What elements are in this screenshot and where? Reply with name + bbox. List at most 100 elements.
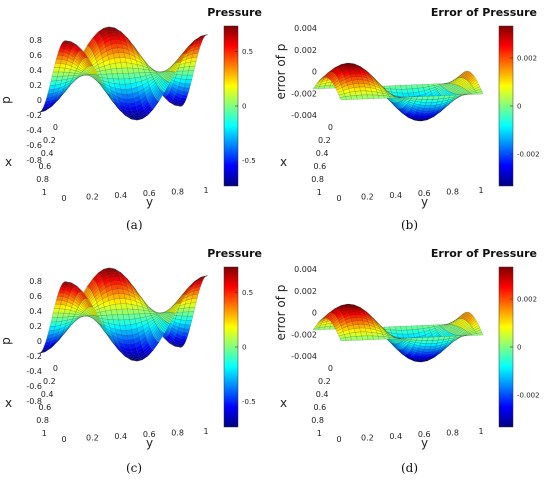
colorbar: 0.5 0 -0.5 (223, 266, 256, 428)
y-axis-label: y (146, 436, 153, 450)
z-tick-label: 0.6 (29, 51, 42, 60)
colorbar-title: Pressure (207, 6, 262, 19)
colorbar-tick-label: 0.5 (242, 48, 253, 56)
surface-patch (182, 87, 190, 92)
surface-patch (184, 83, 191, 89)
x-axis-label: x (280, 396, 287, 410)
surface-patch (185, 79, 193, 84)
surface-plot-b: 0.004 0.002 0 -0.002 -0.004 error of p 0 0.2 0.4… (274, 6, 540, 209)
colorbar-tick-label: -0.002 (517, 392, 540, 400)
x-tick-label: 0.2 (43, 377, 56, 386)
y-axis-label: y (421, 436, 428, 450)
colorbar-tick-label: -0.5 (242, 398, 256, 406)
x-tick-label: 0.6 (314, 403, 327, 412)
z-tick-label: 0.6 (29, 292, 42, 301)
y-tick-label: 0.4 (114, 432, 127, 441)
y-tick-label: 0.8 (171, 429, 184, 438)
y-tick-label: 0 (61, 435, 66, 444)
colorbar-tick-label: -0.5 (242, 157, 256, 165)
x-tick-label: 0 (53, 364, 58, 373)
y-tick-label: 0.2 (361, 192, 374, 201)
surface-mesh (37, 26, 209, 121)
z-tick-label: -0.002 (291, 89, 317, 98)
x-tick-label: 1 (317, 188, 322, 197)
surface-plot-a: 0.8 0.6 0.4 0.2 0 -0.2 -0.4 -0.6 -0.8 p 0 0.2 0.4 0.6… (0, 6, 262, 209)
z-tick-label: 0 (312, 309, 317, 318)
z-axis: 0.8 0.6 0.4 0.2 0 -0.2 -0.4 -0.6 -0.8 (26, 277, 42, 406)
y-axis-label: y (146, 195, 153, 209)
y-tick-label: 0.6 (143, 189, 156, 198)
colorbar-tick-label: 0.002 (517, 296, 537, 304)
colorbar-tick-label: 0 (517, 103, 521, 111)
x-tick-label: 0.8 (36, 416, 49, 425)
x-tick-label: 1 (317, 429, 322, 438)
surface-patch (187, 311, 195, 317)
surface-patch (188, 65, 196, 71)
colorbar-tick-label: 0 (242, 103, 246, 111)
x-tick-label: 0.8 (36, 175, 49, 184)
y-tick-label: 0 (336, 194, 341, 203)
x-tick-label: 0.8 (311, 416, 324, 425)
z-tick-label: -0.6 (26, 141, 42, 150)
x-tick-label: 0.2 (43, 136, 56, 145)
y-tick-label: 1 (478, 427, 483, 436)
z-tick-label: -0.8 (26, 397, 42, 406)
colorbar-tick-label: 0 (242, 344, 246, 352)
figure-d: 0.004 0.002 0 -0.002 -0.004 error of p 0 0.2 0.4… (274, 241, 550, 482)
z-tick-label: -0.6 (26, 382, 42, 391)
z-tick-label: 0.002 (294, 46, 317, 55)
z-axis: 0.004 0.002 0 -0.002 -0.004 (291, 24, 317, 120)
surface-patch (184, 324, 191, 330)
y-tick-label: 0.8 (171, 188, 184, 197)
z-tick-label: -0.8 (26, 156, 42, 165)
figure-a: 0.8 0.6 0.4 0.2 0 -0.2 -0.4 -0.6 -0.8 p 0 0.2 0.4 0.6… (0, 0, 275, 241)
x-tick-label: 0.4 (316, 390, 329, 399)
z-tick-label: -0.2 (26, 352, 42, 361)
surface-patch (189, 302, 197, 308)
x-tick-label: 1 (42, 188, 47, 197)
colorbar-title: Pressure (207, 247, 262, 260)
z-tick-label: -0.002 (291, 330, 317, 339)
y-tick-label: 0 (61, 194, 66, 203)
surface-patch (459, 94, 467, 96)
colorbar-tick-label: 0 (517, 344, 521, 352)
surface-patch (476, 91, 484, 95)
x-tick-label: 0 (53, 123, 58, 132)
y-tick-label: 0.2 (86, 192, 99, 201)
figure-c: 0.8 0.6 0.4 0.2 0 -0.2 -0.4 -0.6 -0.8 p 0 0.2 0.4 0.6… (0, 241, 275, 482)
surface-patch (459, 335, 467, 337)
caption-c: (c) (126, 461, 143, 475)
x-tick-label: 0.4 (316, 149, 329, 158)
x-tick-label: 0.8 (311, 175, 324, 184)
y-tick-label: 0.6 (418, 189, 431, 198)
y-tick-label: 1 (203, 427, 208, 436)
surface-patch (185, 320, 193, 325)
colorbar: 0.002 0 -0.002 (498, 266, 540, 428)
z-tick-label: -0.004 (291, 352, 317, 361)
y-tick-label: 0.4 (389, 432, 402, 441)
x-axis: 0 0.2 0.4 0.6 0.8 1 (36, 364, 58, 438)
figure-b: 0.004 0.002 0 -0.002 -0.004 error of p 0 0.2 0.4… (274, 0, 550, 241)
surface-patch (181, 91, 189, 96)
colorbar: 0.002 0 -0.002 (498, 25, 540, 187)
z-tick-label: -0.4 (26, 126, 42, 135)
x-tick-label: 0.4 (41, 149, 54, 158)
colorbar-tick-label: -0.002 (517, 151, 540, 159)
caption-b: (b) (401, 218, 419, 232)
surface-mesh (37, 267, 209, 362)
surface-patch (181, 332, 189, 337)
z-axis-label: p (0, 96, 13, 104)
z-tick-label: -0.2 (26, 111, 42, 120)
z-axis-label: error of p (274, 285, 288, 341)
z-tick-label: 0.004 (294, 24, 317, 33)
z-tick-label: 0.4 (29, 66, 42, 75)
y-tick-label: 0.2 (86, 433, 99, 442)
z-axis: 0.004 0.002 0 -0.002 -0.004 (291, 265, 317, 361)
surface-mesh (312, 62, 484, 122)
x-tick-label: 1 (42, 429, 47, 438)
y-tick-label: 0 (336, 435, 341, 444)
z-tick-label: 0 (37, 96, 42, 105)
x-axis-label: x (280, 155, 287, 169)
surface-patch (201, 275, 209, 278)
surface-mesh (312, 303, 484, 363)
